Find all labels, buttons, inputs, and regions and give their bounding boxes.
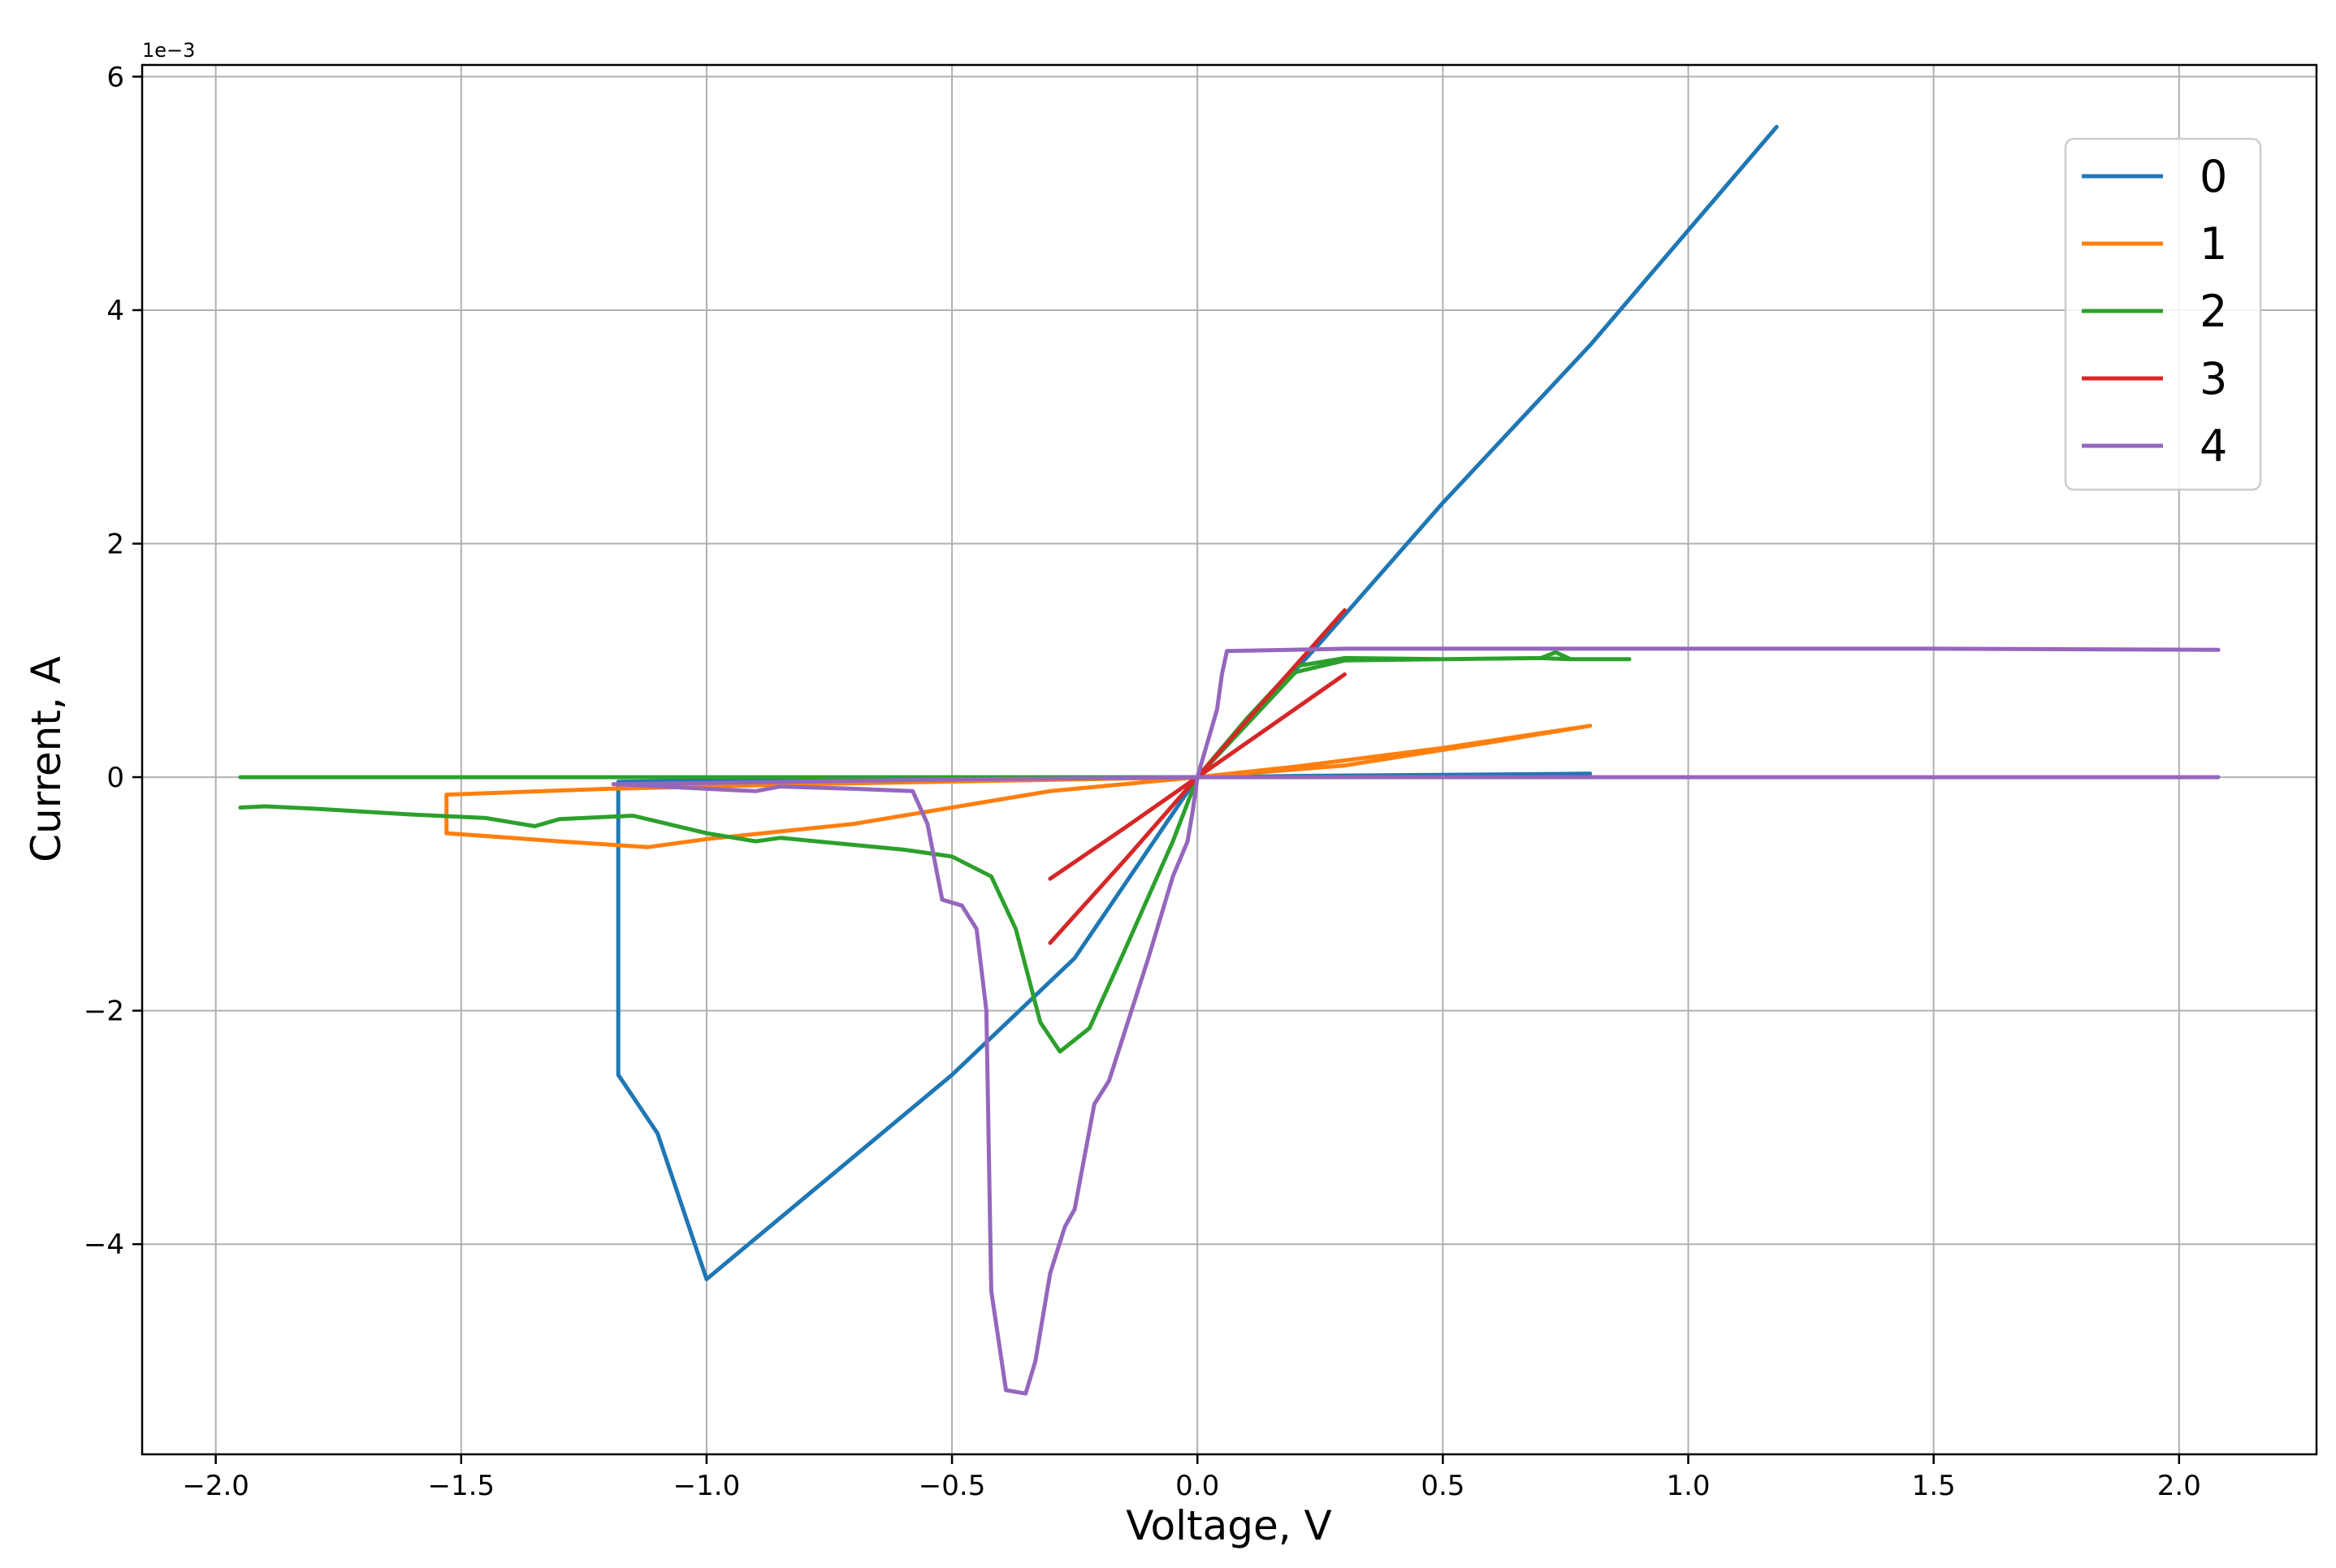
x-tick-label: −1.5: [428, 1470, 495, 1502]
legend-label-2: 2: [2200, 286, 2227, 337]
legend: 0 1 2 3 4: [2064, 137, 2262, 491]
y-tick-label: −4: [84, 1229, 124, 1261]
x-tick-label: 1.0: [1666, 1470, 1710, 1502]
y-tick-label: −2: [84, 996, 124, 1028]
y-tick-label: 0: [106, 762, 124, 794]
legend-label-1: 1: [2200, 218, 2227, 270]
x-tick-label: −2.0: [182, 1470, 249, 1502]
y-tick-label: 2: [106, 529, 124, 561]
series-lines: [238, 124, 2221, 1396]
legend-box: [2064, 137, 2262, 491]
x-tick-label: 0.5: [1421, 1470, 1464, 1502]
series-4-line: [611, 646, 2221, 1396]
x-tick-label: −1.0: [673, 1470, 741, 1502]
x-tick-label: 2.0: [2157, 1470, 2201, 1502]
legend-entries: 0 1 2 3 4: [2082, 151, 2227, 472]
x-tick-label: 0.0: [1175, 1470, 1219, 1502]
legend-label-0: 0: [2200, 151, 2227, 202]
x-axis-title: Voltage, V: [1126, 1502, 1332, 1549]
x-tick-label: 1.5: [1912, 1470, 1956, 1502]
legend-label-3: 3: [2200, 353, 2227, 404]
y-tick-label: 4: [106, 295, 124, 327]
y-tick-label: 6: [106, 61, 124, 93]
y-axis-title: Current, A: [23, 656, 70, 862]
y-offset-label: 1e−3: [142, 39, 195, 62]
x-tick-label: −0.5: [919, 1470, 986, 1502]
axis-ticks: −2.0 −1.5 −1.0 −0.5 0.0 0.5 1.0 1.5 2.0 −4 −2 0 2 4 6: [84, 61, 2201, 1502]
legend-label-4: 4: [2200, 421, 2227, 472]
plot-area-frame: [141, 63, 2318, 1456]
